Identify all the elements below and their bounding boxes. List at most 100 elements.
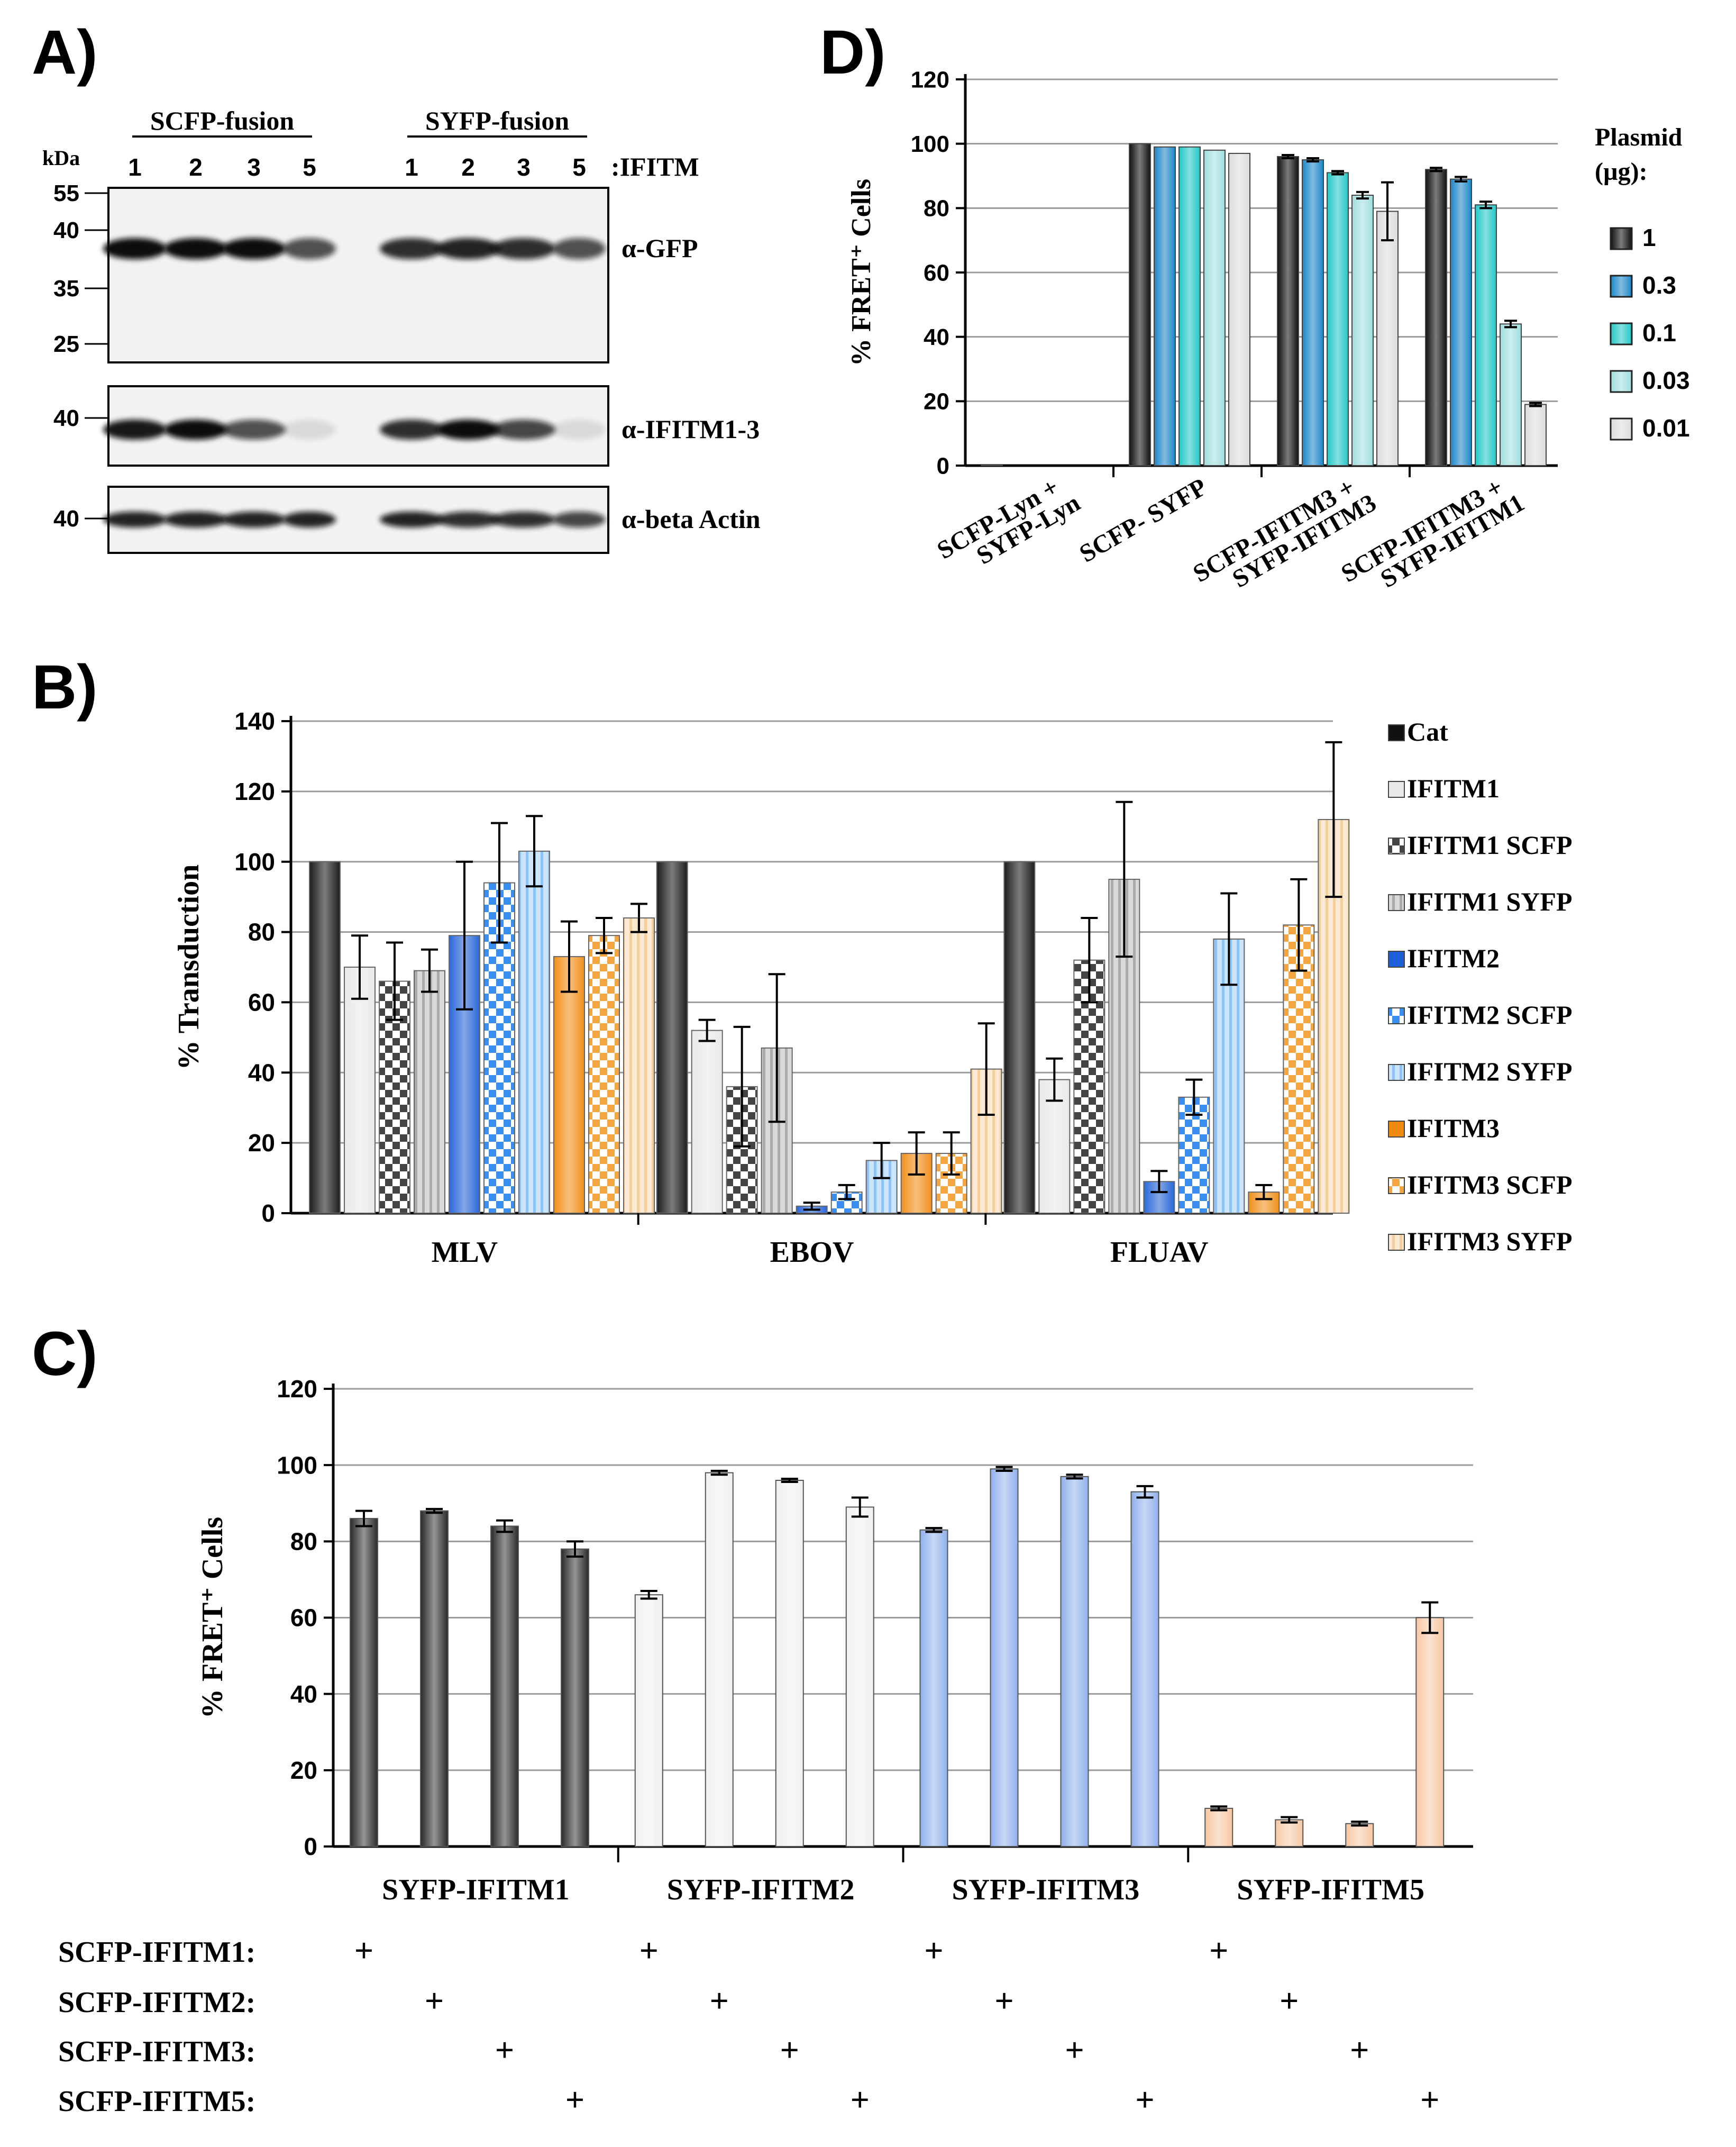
size-marker: 40 <box>53 217 79 243</box>
size-marker: 55 <box>53 180 79 206</box>
blot-band <box>436 238 500 259</box>
legend-swatch <box>1610 370 1633 393</box>
bar <box>1130 1491 1159 1847</box>
y-tick-label: 120 <box>911 67 949 93</box>
legend-label: IFITM1 SCFP <box>1407 830 1573 860</box>
plus-marker: + <box>639 1932 659 1969</box>
x-category-label: SCFP-IFITM3 +SYFP-IFITM3 <box>1189 473 1381 594</box>
size-marker: 40 <box>53 506 79 532</box>
bar <box>1351 195 1374 466</box>
x-category-label: FLUAV <box>1110 1236 1209 1269</box>
lane-label: 1 <box>405 153 418 181</box>
row-label: SCFP-IFITM3: <box>58 2035 255 2068</box>
row-label: SCFP-IFITM5: <box>58 2085 255 2118</box>
y-tick-label: 20 <box>248 1129 275 1157</box>
y-tick-label: 0 <box>261 1199 275 1227</box>
panel-c-letter: C) <box>32 1319 98 1389</box>
bar <box>1345 1823 1374 1847</box>
x-category-label: SYFP-IFITM3 <box>952 1873 1140 1906</box>
legend-swatch <box>1388 838 1405 854</box>
legend-swatch <box>1388 724 1405 741</box>
legend-label: 1 <box>1642 224 1656 251</box>
blot-band <box>103 512 167 527</box>
bar-ifitm1-syfp <box>414 970 445 1214</box>
legend-label: IFITM1 SYFP <box>1407 887 1573 916</box>
x-category-label: SCFP-Lyn +SYFP-Lyn <box>933 473 1085 570</box>
plus-marker: + <box>495 2031 514 2069</box>
bar <box>1277 156 1299 466</box>
bar <box>775 1480 804 1847</box>
legend-label: IFITM2 SYFP <box>1407 1057 1573 1086</box>
plus-marker: + <box>924 1932 943 1969</box>
panel-b-letter: B) <box>32 652 98 722</box>
plus-marker: + <box>994 1982 1013 2019</box>
y-axis-label: % FRET⁺ Cells <box>846 179 876 366</box>
blot-band <box>553 512 606 527</box>
bar-ifitm1 <box>344 967 376 1214</box>
bar <box>634 1594 663 1847</box>
y-tick-label: 20 <box>924 389 949 415</box>
y-tick-label: 100 <box>277 1451 317 1479</box>
panel-c: C) 0 20 40 60 80 100 120 % FRET⁺ Cells SYFP-IFIT… <box>0 1312 1736 2147</box>
x-category-label: SYFP-IFITM1 <box>382 1873 570 1906</box>
legend-swatch <box>1388 1007 1405 1024</box>
panel-a: A) SCFP-fusion SYFP-fusion kDa 1 2 3 5 1 2 3 5:IFI… <box>0 0 825 571</box>
legend-label: Cat <box>1407 717 1448 747</box>
plus-marker: + <box>780 2031 799 2069</box>
x-category-label: SYFP-IFITM2 <box>667 1873 855 1906</box>
y-tick-label: 100 <box>234 848 275 876</box>
blot-band <box>164 238 227 259</box>
size-marker: 25 <box>53 331 79 357</box>
blot-band <box>380 512 443 527</box>
y-tick-label: 0 <box>937 453 949 479</box>
blot-band <box>553 238 606 259</box>
bar-cat <box>1003 861 1036 1214</box>
legend-label: IFITM2 <box>1407 943 1500 973</box>
antibody-label: α-IFITM1-3 <box>622 414 760 444</box>
bar <box>1415 1617 1445 1847</box>
blot-band <box>492 420 555 440</box>
plus-marker: + <box>851 2081 870 2118</box>
legend-swatch <box>1388 781 1405 798</box>
y-tick-label: 60 <box>924 260 949 286</box>
legend-swatch <box>1388 1234 1405 1251</box>
legend-label: 0.01 <box>1642 414 1690 442</box>
legend-swatch <box>1610 227 1633 250</box>
size-marker: 40 <box>53 405 79 431</box>
plus-marker: + <box>1065 2031 1084 2069</box>
blot-band <box>436 512 500 527</box>
legend-swatch <box>1388 951 1405 968</box>
legend-swatch <box>1388 894 1405 911</box>
size-marker: 35 <box>53 276 79 302</box>
bar <box>1376 211 1399 466</box>
blot-band <box>164 512 227 527</box>
row-label: SCFP-IFITM2: <box>58 1986 255 2019</box>
y-axis-label: % FRET⁺ Cells <box>196 1517 229 1718</box>
blot-membrane <box>107 187 609 363</box>
blot-band <box>103 420 167 440</box>
plus-marker: + <box>710 1982 729 2019</box>
blot-band <box>222 238 286 259</box>
y-tick-label: 120 <box>234 778 275 805</box>
x-category-line: SCFP- SYFP <box>1075 473 1212 568</box>
plus-marker: + <box>565 2081 584 2118</box>
lane-suffix-label: :IFITM <box>611 152 699 181</box>
y-tick-label: 60 <box>290 1604 317 1632</box>
chart-panel-c: 0 20 40 60 80 100 120 % FRET⁺ Cells SYFP-IFITM1 +… <box>58 1375 1473 2118</box>
blot-band <box>492 512 555 527</box>
bar-ifitm3-scfp <box>588 935 620 1214</box>
antibody-label: α-beta Actin <box>622 504 761 534</box>
bar <box>1327 172 1349 466</box>
plus-marker: + <box>1209 1932 1228 1969</box>
blot-band <box>222 420 286 440</box>
panel-d-letter: D) <box>820 17 886 87</box>
lane-label: 3 <box>517 153 531 181</box>
x-category-label: MLV <box>432 1236 498 1269</box>
legend-swatch <box>1388 1177 1405 1194</box>
lane-label: 5 <box>572 153 586 181</box>
x-category-label: SCFP-IFITM3 +SYFP-IFITM1 <box>1337 473 1529 594</box>
legend-label: IFITM3 <box>1407 1113 1500 1143</box>
plus-marker: + <box>1350 2031 1369 2069</box>
bar <box>350 1518 378 1848</box>
